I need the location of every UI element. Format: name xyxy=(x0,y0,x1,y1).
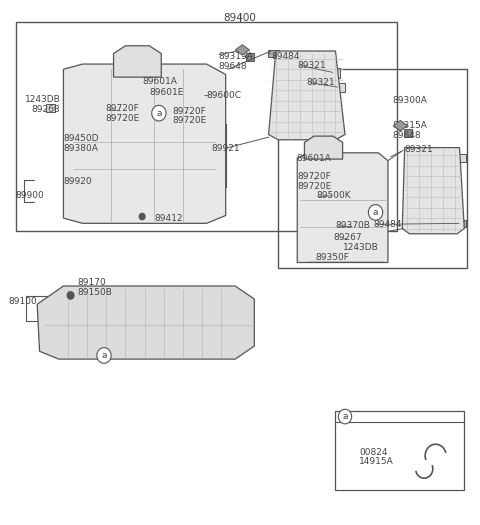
Text: 89267: 89267 xyxy=(333,233,362,242)
Bar xyxy=(46,104,55,112)
Text: 89484: 89484 xyxy=(271,52,300,61)
Bar xyxy=(457,219,466,227)
Text: 89720F: 89720F xyxy=(297,172,331,181)
Text: 89321: 89321 xyxy=(297,60,326,70)
Polygon shape xyxy=(297,153,388,262)
Text: 1243DB: 1243DB xyxy=(25,95,61,104)
Text: 89720E: 89720E xyxy=(297,182,332,191)
Text: a: a xyxy=(156,109,162,118)
Text: 89648: 89648 xyxy=(393,131,421,140)
Text: 89600C: 89600C xyxy=(206,91,241,100)
Circle shape xyxy=(368,205,383,220)
Polygon shape xyxy=(37,286,254,359)
Text: 89315A: 89315A xyxy=(218,52,253,61)
Text: a: a xyxy=(373,208,378,217)
Polygon shape xyxy=(393,120,408,131)
Bar xyxy=(404,129,412,137)
Text: a: a xyxy=(101,351,107,360)
Bar xyxy=(329,192,340,200)
Bar xyxy=(331,68,340,78)
Bar xyxy=(310,176,318,182)
Bar xyxy=(346,236,354,242)
Text: 89920: 89920 xyxy=(63,177,92,186)
Bar xyxy=(350,223,359,230)
Text: 89170: 89170 xyxy=(78,278,107,287)
Text: 89648: 89648 xyxy=(218,62,247,71)
Bar xyxy=(190,124,226,187)
Text: 89720F: 89720F xyxy=(172,107,206,116)
Text: 89601A: 89601A xyxy=(142,77,177,86)
Bar xyxy=(457,154,466,162)
Bar xyxy=(116,107,130,116)
Text: 89720E: 89720E xyxy=(106,114,140,123)
Bar xyxy=(268,50,279,57)
Text: 89720E: 89720E xyxy=(172,117,206,125)
Bar xyxy=(336,411,464,490)
Text: 89321: 89321 xyxy=(307,78,336,87)
Bar xyxy=(310,184,318,190)
Bar xyxy=(75,172,111,192)
Polygon shape xyxy=(63,64,226,223)
Text: 89350F: 89350F xyxy=(315,253,349,262)
Text: 1243DB: 1243DB xyxy=(343,244,378,253)
Text: 89484: 89484 xyxy=(373,220,402,229)
Text: 89321: 89321 xyxy=(405,145,433,154)
Text: 00824: 00824 xyxy=(360,448,388,457)
Polygon shape xyxy=(402,148,464,234)
Text: 89500K: 89500K xyxy=(316,191,351,200)
Text: 89601E: 89601E xyxy=(149,88,184,97)
Polygon shape xyxy=(235,45,250,55)
Circle shape xyxy=(338,410,352,424)
Text: 89315A: 89315A xyxy=(393,121,428,130)
Text: 89150B: 89150B xyxy=(78,288,113,297)
Bar xyxy=(75,192,111,201)
Text: 89370B: 89370B xyxy=(336,222,370,230)
Polygon shape xyxy=(304,136,343,159)
Circle shape xyxy=(67,292,74,299)
Bar xyxy=(26,297,67,321)
Text: 89450D: 89450D xyxy=(63,134,99,143)
Bar xyxy=(336,83,345,92)
Text: 89300A: 89300A xyxy=(393,96,428,105)
Text: 89400: 89400 xyxy=(224,13,256,23)
Bar xyxy=(176,109,190,118)
Text: 89921: 89921 xyxy=(211,144,240,153)
Text: 89720F: 89720F xyxy=(106,104,139,113)
Text: 89268: 89268 xyxy=(32,105,60,114)
Text: 89900: 89900 xyxy=(16,191,45,200)
Text: 89601A: 89601A xyxy=(296,153,331,163)
Circle shape xyxy=(152,106,166,121)
Text: 89412: 89412 xyxy=(154,214,182,223)
Bar xyxy=(278,69,467,268)
Text: 14915A: 14915A xyxy=(360,457,394,467)
Bar xyxy=(181,119,194,128)
Bar xyxy=(246,53,254,61)
Circle shape xyxy=(139,213,145,219)
Bar xyxy=(16,22,397,231)
Polygon shape xyxy=(114,46,161,77)
Text: 89380A: 89380A xyxy=(63,144,98,153)
Text: a: a xyxy=(342,412,348,421)
Polygon shape xyxy=(269,51,345,140)
Text: 89100: 89100 xyxy=(9,297,37,306)
Circle shape xyxy=(97,348,111,363)
